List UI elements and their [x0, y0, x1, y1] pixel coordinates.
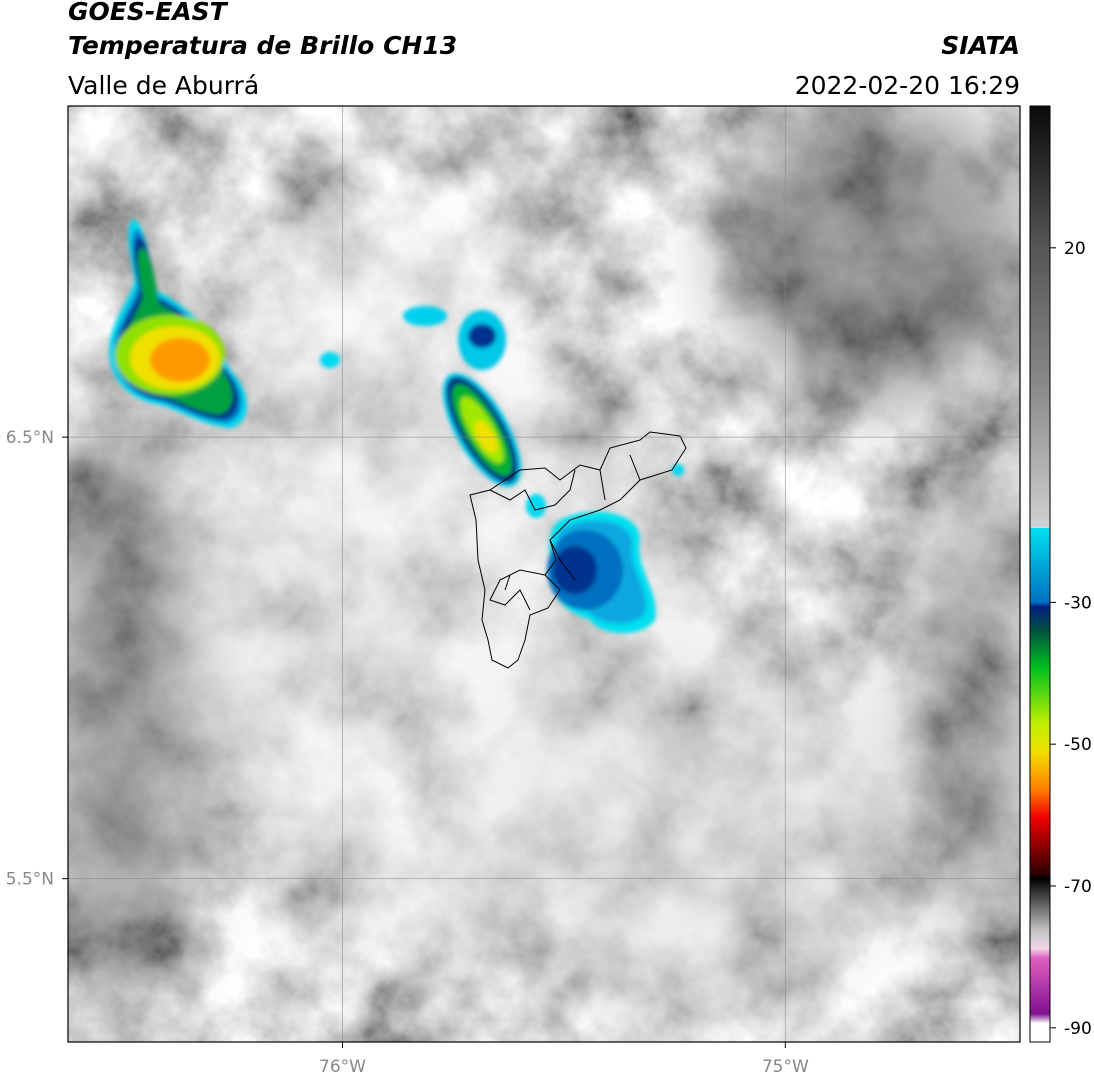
colorbar-tick-label: -90 [1064, 1019, 1092, 1039]
title: GOES-EAST [68, 0, 229, 26]
colorbar-tick-label: 20 [1064, 239, 1086, 259]
timestamp: 2022-02-20 16:29 [795, 71, 1020, 100]
region: Valle de Aburrá [68, 71, 259, 100]
storm-cells [109, 219, 684, 634]
satellite-image [68, 106, 1020, 1042]
source: SIATA [941, 31, 1020, 60]
subtitle: Temperatura de Brillo CH13 [68, 31, 457, 60]
colorbar-tick-label: -50 [1064, 735, 1092, 755]
colorbar-tick-label: -30 [1064, 593, 1092, 613]
map-frame [67, 105, 1021, 1043]
x-tick-label: 76°W [319, 1057, 366, 1077]
y-tick-label: 5.5°N [6, 870, 54, 890]
colorbar [1029, 105, 1051, 1043]
colorbar-tick-label: -70 [1064, 877, 1092, 897]
x-tick-label: 75°W [762, 1057, 809, 1077]
y-tick-label: 6.5°N [6, 428, 54, 448]
municipal-boundaries [469, 431, 687, 669]
